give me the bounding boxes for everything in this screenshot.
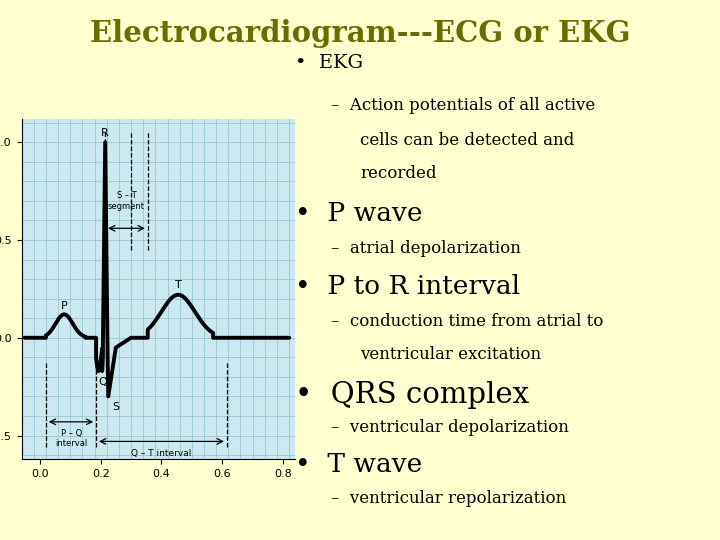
Text: –  ventricular repolarization: – ventricular repolarization bbox=[331, 490, 567, 507]
Text: –  atrial depolarization: – atrial depolarization bbox=[331, 240, 521, 257]
Text: T: T bbox=[175, 280, 181, 290]
Text: –  ventricular depolarization: – ventricular depolarization bbox=[331, 418, 569, 435]
Text: cells can be detected and: cells can be detected and bbox=[360, 132, 575, 149]
Text: •  P wave: • P wave bbox=[295, 201, 423, 226]
Text: ventricular excitation: ventricular excitation bbox=[360, 346, 541, 362]
Text: •  P to R interval: • P to R interval bbox=[295, 274, 521, 299]
Text: –  Action potentials of all active: – Action potentials of all active bbox=[331, 97, 595, 114]
Text: •  QRS complex: • QRS complex bbox=[295, 381, 529, 409]
Text: •  EKG: • EKG bbox=[295, 54, 363, 72]
Text: Electrocardiogram---ECG or EKG: Electrocardiogram---ECG or EKG bbox=[90, 19, 630, 48]
Text: P – Q
interval: P – Q interval bbox=[55, 429, 87, 448]
Text: Q: Q bbox=[99, 377, 107, 387]
Text: –  conduction time from atrial to: – conduction time from atrial to bbox=[331, 313, 603, 330]
Text: S: S bbox=[112, 402, 120, 413]
Text: Q – T interval: Q – T interval bbox=[131, 449, 192, 458]
Text: •  T wave: • T wave bbox=[295, 452, 423, 477]
Text: recorded: recorded bbox=[360, 165, 436, 181]
Text: S – T
segment: S – T segment bbox=[108, 191, 145, 211]
Text: P: P bbox=[60, 301, 68, 312]
Text: R: R bbox=[102, 129, 109, 138]
